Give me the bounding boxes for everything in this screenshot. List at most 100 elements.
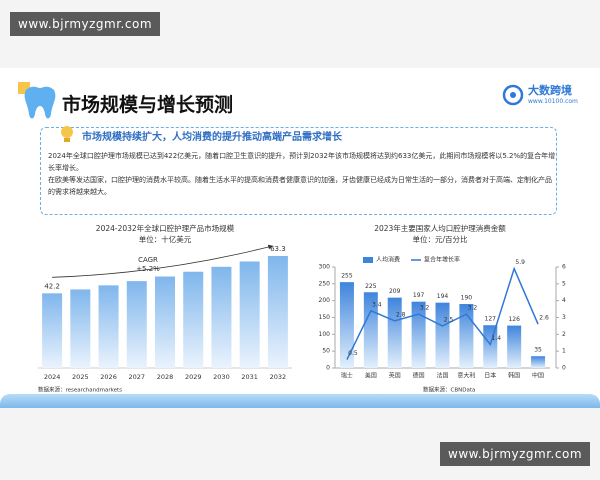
source: 数据来源：researchandmarkets: [38, 386, 122, 394]
x-tick-label: 德国: [413, 372, 425, 380]
bulb-base: [64, 138, 70, 142]
value-label: 225: [365, 283, 377, 290]
value-label: 2.5: [444, 316, 454, 323]
bar: [387, 297, 402, 368]
paragraph: 在欧美等发达国家，口腔护理的消费水平较高。随着生活水平的提高和消费者健康意识的加…: [48, 176, 552, 196]
y-tick-label: 300: [319, 264, 331, 271]
value-label: 209: [389, 288, 401, 295]
value-label: 0.5: [348, 350, 358, 357]
bar: [42, 293, 63, 368]
x-tick-label: 瑞士: [341, 372, 353, 380]
source: 数据来源：CBNData: [423, 386, 475, 394]
logo-icon: [502, 84, 524, 106]
value-label: 3.4: [372, 301, 382, 308]
bar: [435, 302, 450, 368]
growth-line: [346, 266, 539, 360]
x-tick-label: 2030: [213, 373, 230, 381]
bulb: [61, 126, 73, 138]
y2-tick-label: 5: [562, 280, 566, 287]
legend-label: 复合年增长率: [424, 256, 460, 264]
bar: [211, 266, 232, 368]
x-tick-label: 美国: [365, 372, 377, 380]
value-label: 63.3: [270, 245, 286, 253]
bar: [126, 281, 147, 368]
value-label: 2.8: [396, 311, 406, 318]
bar: [363, 292, 378, 368]
y2-tick-label: 6: [562, 264, 566, 271]
value-label: 5.9: [515, 259, 525, 266]
value-label: 3.2: [420, 305, 430, 312]
value-label: 190: [461, 295, 473, 302]
tooth-icon: [18, 82, 56, 119]
slide-title: 市场规模与增长预测: [62, 94, 234, 116]
bar: [339, 282, 354, 368]
x-tick-label: 2028: [157, 373, 174, 381]
value-label: 197: [413, 292, 425, 299]
y2-tick-label: 1: [562, 348, 566, 355]
x-tick-label: 英国: [389, 372, 401, 380]
y2-tick-label: 3: [562, 314, 566, 321]
chart-subtitle: 单位：十亿美元: [139, 234, 192, 244]
x-tick-label: 法国: [436, 372, 448, 380]
value-label: 2.6: [539, 315, 549, 322]
slide-band: [0, 394, 600, 408]
bar: [483, 325, 498, 368]
y2-tick-label: 0: [562, 365, 566, 372]
y-tick-label: 50: [322, 348, 330, 355]
y-tick-label: 150: [319, 314, 331, 321]
bulb-icon: [61, 126, 73, 142]
country-chart: 2023年主要国家人均口腔护理消费金额单位：元/百分比0501001502002…: [319, 223, 566, 394]
tooth: [24, 86, 56, 119]
cagr-arrow: [52, 244, 274, 278]
y-tick-label: 250: [319, 280, 331, 287]
bar: [155, 276, 175, 368]
value-label: 42.2: [44, 282, 60, 290]
annotation: +5.2%: [136, 265, 160, 273]
watermark: www.bjrmyzgmr.com: [10, 12, 161, 36]
chart-subtitle: 单位：元/百分比: [412, 234, 468, 244]
value-label: 194: [437, 293, 449, 300]
x-tick-label: 意大利: [457, 372, 475, 380]
value-label: 255: [341, 273, 353, 280]
value-label: 127: [485, 316, 497, 323]
x-tick-label: 2032: [270, 373, 287, 381]
chart-title: 2023年主要国家人均口腔护理消费金额: [374, 223, 506, 233]
x-tick-label: 日本: [484, 372, 496, 380]
logo-dot: [510, 92, 516, 98]
bar: [70, 289, 91, 368]
summary-heading: 市场规模持续扩大，人均消费的提升推动高端产品需求增长: [82, 132, 342, 143]
value-label: 3.2: [468, 305, 478, 312]
bar: [183, 271, 204, 368]
value-label: 35: [534, 347, 542, 354]
x-tick-label: 韩国: [508, 372, 520, 380]
bar: [531, 356, 546, 368]
logo-ring: [502, 84, 524, 106]
y-tick-label: 100: [319, 331, 331, 338]
x-tick-label: 2025: [72, 373, 89, 381]
x-tick-label: 2026: [100, 373, 117, 381]
value-label: 126: [508, 316, 520, 323]
value-label: 1.4: [492, 335, 502, 342]
annotation: CAGR: [138, 256, 158, 264]
logo-name: 大数跨境: [528, 84, 572, 97]
y2-tick-label: 2: [562, 331, 566, 338]
y-tick-label: 200: [319, 297, 331, 304]
chart-title: 2024-2032年全球口腔护理产品市场规模: [96, 223, 235, 233]
x-tick-label: 中国: [532, 372, 544, 380]
bar: [239, 261, 260, 368]
logo-url: www.10100.com: [528, 98, 578, 105]
x-tick-label: 2024: [44, 373, 61, 381]
bar: [459, 304, 474, 368]
x-tick-label: 2029: [185, 373, 202, 381]
watermark: www.bjrmyzgmr.com: [440, 442, 591, 466]
bar: [267, 256, 288, 368]
summary-box: [40, 127, 557, 215]
legend-swatch: [363, 257, 373, 263]
legend-label: 人均消费: [376, 256, 400, 264]
y-tick-label: 0: [326, 365, 330, 372]
summary-text: 2024年全球口腔护理市场规模已达到422亿美元，随着口腔卫生意识的提升，预计到…: [48, 150, 556, 198]
paragraph: 2024年全球口腔护理市场规模已达到422亿美元，随着口腔卫生意识的提升，预计到…: [48, 152, 556, 172]
bar: [98, 285, 119, 368]
